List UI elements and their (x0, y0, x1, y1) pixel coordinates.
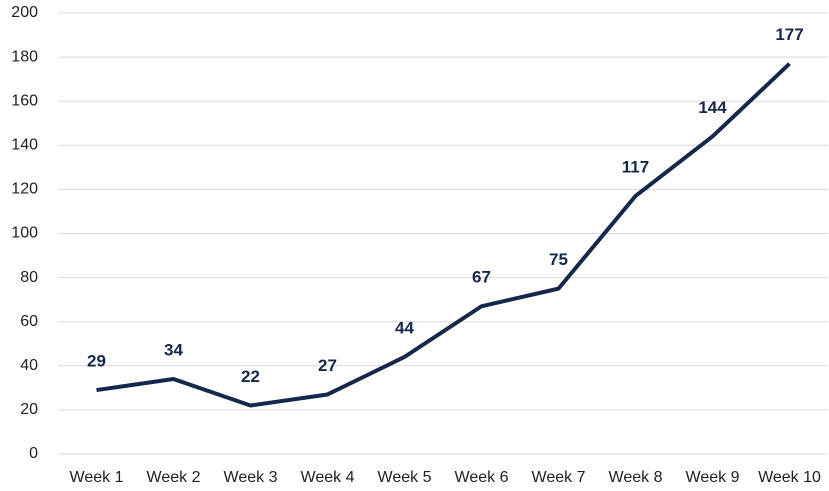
y-tick-label: 60 (20, 313, 38, 330)
line (96, 62, 791, 408)
data-label: 75 (549, 250, 568, 269)
data-label: 144 (698, 98, 727, 117)
data-label: 29 (87, 352, 106, 371)
y-tick-label: 0 (29, 445, 38, 462)
x-tick-label: Week 4 (301, 469, 355, 486)
data-label: 177 (775, 25, 803, 44)
y-tick-label: 80 (20, 269, 38, 286)
x-tick-label: Week 8 (609, 469, 663, 486)
data-label: 22 (241, 367, 260, 386)
y-tick-label: 200 (11, 4, 38, 21)
data-label: 117 (622, 157, 649, 176)
x-tick-label: Week 6 (455, 469, 509, 486)
data-label: 67 (472, 268, 491, 287)
x-tick-label: Week 7 (532, 469, 586, 486)
y-tick-label: 160 (11, 92, 38, 109)
x-tick-label: Week 1 (70, 469, 124, 486)
y-tick-label: 100 (11, 225, 38, 242)
data-label: 27 (318, 356, 337, 375)
x-tick-label: Week 9 (686, 469, 740, 486)
x-tick-label: Week 10 (758, 469, 821, 486)
y-tick-label: 40 (20, 357, 38, 374)
x-tick-label: Week 2 (147, 469, 201, 486)
x-tick-label: Week 5 (378, 469, 432, 486)
x-tick-label: Week 3 (224, 469, 278, 486)
y-tick-label: 20 (20, 401, 38, 418)
y-tick-label: 120 (11, 181, 38, 198)
y-tick-label: 180 (11, 48, 38, 65)
data-label: 44 (395, 318, 414, 337)
y-tick-label: 140 (11, 137, 38, 154)
data-label: 34 (164, 341, 183, 360)
